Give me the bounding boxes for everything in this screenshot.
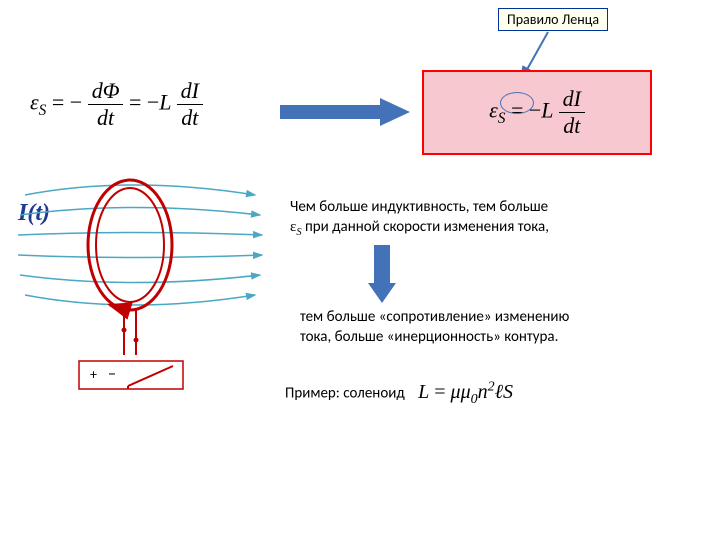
svg-text:−: − — [108, 365, 116, 384]
dt3: dt — [563, 113, 580, 138]
text1-line1: Чем больше индуктивность, тем больше — [290, 198, 700, 218]
text2-line1: тем больше «сопротивление» изменению — [300, 308, 710, 328]
text1-line2: εS при данной скорости изменения тока, — [290, 218, 700, 240]
explanation-2: тем больше «сопротивление» изменению ток… — [300, 308, 710, 347]
dI2: dI — [563, 86, 581, 111]
example-label: Пример: соленоид — [285, 385, 405, 403]
svg-text:+: + — [90, 366, 97, 383]
lenz-highlight-ellipse — [500, 92, 534, 114]
eps2-sub: S — [498, 110, 506, 127]
explanation-1: Чем больше индуктивность, тем больше εS … — [290, 198, 700, 239]
right-equation-box: εS = −L dI dt — [422, 70, 652, 155]
dI1: dI — [181, 78, 199, 103]
right-equation: εS = −L dI dt — [489, 86, 585, 139]
battery-symbol: + − — [78, 356, 188, 396]
dt1: dt — [97, 105, 114, 130]
example-line: Пример: соленоид L = μμ0n2ℓS — [285, 378, 705, 409]
solenoid-formula: L = μμ0n2ℓS — [418, 381, 513, 403]
dphi: dΦ — [92, 78, 120, 103]
arrow-main — [280, 98, 415, 128]
dt2: dt — [181, 105, 198, 130]
arrow-down — [368, 245, 396, 305]
eps-sub: S — [39, 102, 47, 119]
L2: L — [541, 98, 553, 123]
eps: ε — [30, 90, 39, 115]
L1: L — [159, 90, 171, 115]
text2-line2: тока, больше «инерционность» контура. — [300, 328, 710, 348]
main-equation: εS = − dΦ dt = −L dI dt — [30, 78, 203, 131]
eps2: ε — [489, 98, 498, 123]
